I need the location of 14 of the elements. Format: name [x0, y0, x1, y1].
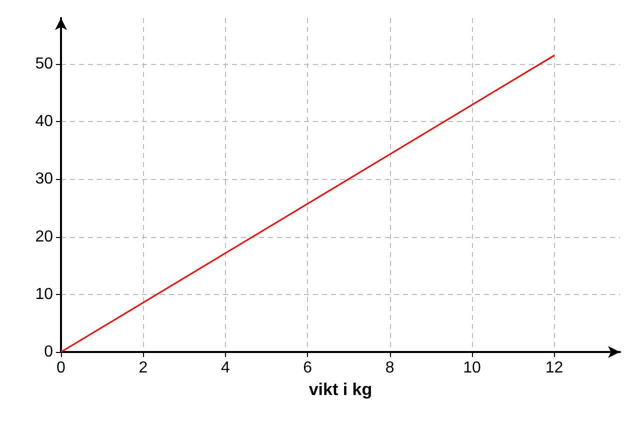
x-tick-label: 2	[138, 360, 148, 376]
y-tick-label: 40	[35, 113, 54, 130]
x-axis-title: vikt i kg	[308, 380, 372, 399]
x-tick-label: 4	[220, 360, 230, 376]
x-tick-label: 6	[303, 360, 312, 376]
y-tick-label: 30	[35, 170, 54, 188]
x-tick-label: 0	[56, 360, 66, 376]
x-tick-label: 8	[385, 360, 394, 376]
x-tick-label: 12	[545, 360, 564, 376]
y-tick-label: 50	[35, 56, 54, 73]
y-tick-label: 20	[35, 228, 54, 246]
y-tick-label: 10	[35, 286, 54, 303]
y-tick-label: 0	[44, 344, 54, 360]
x-tick-label: 10	[463, 360, 482, 376]
